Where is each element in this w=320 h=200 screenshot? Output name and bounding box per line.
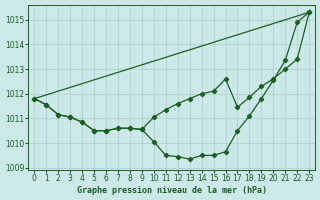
X-axis label: Graphe pression niveau de la mer (hPa): Graphe pression niveau de la mer (hPa)	[77, 186, 267, 195]
